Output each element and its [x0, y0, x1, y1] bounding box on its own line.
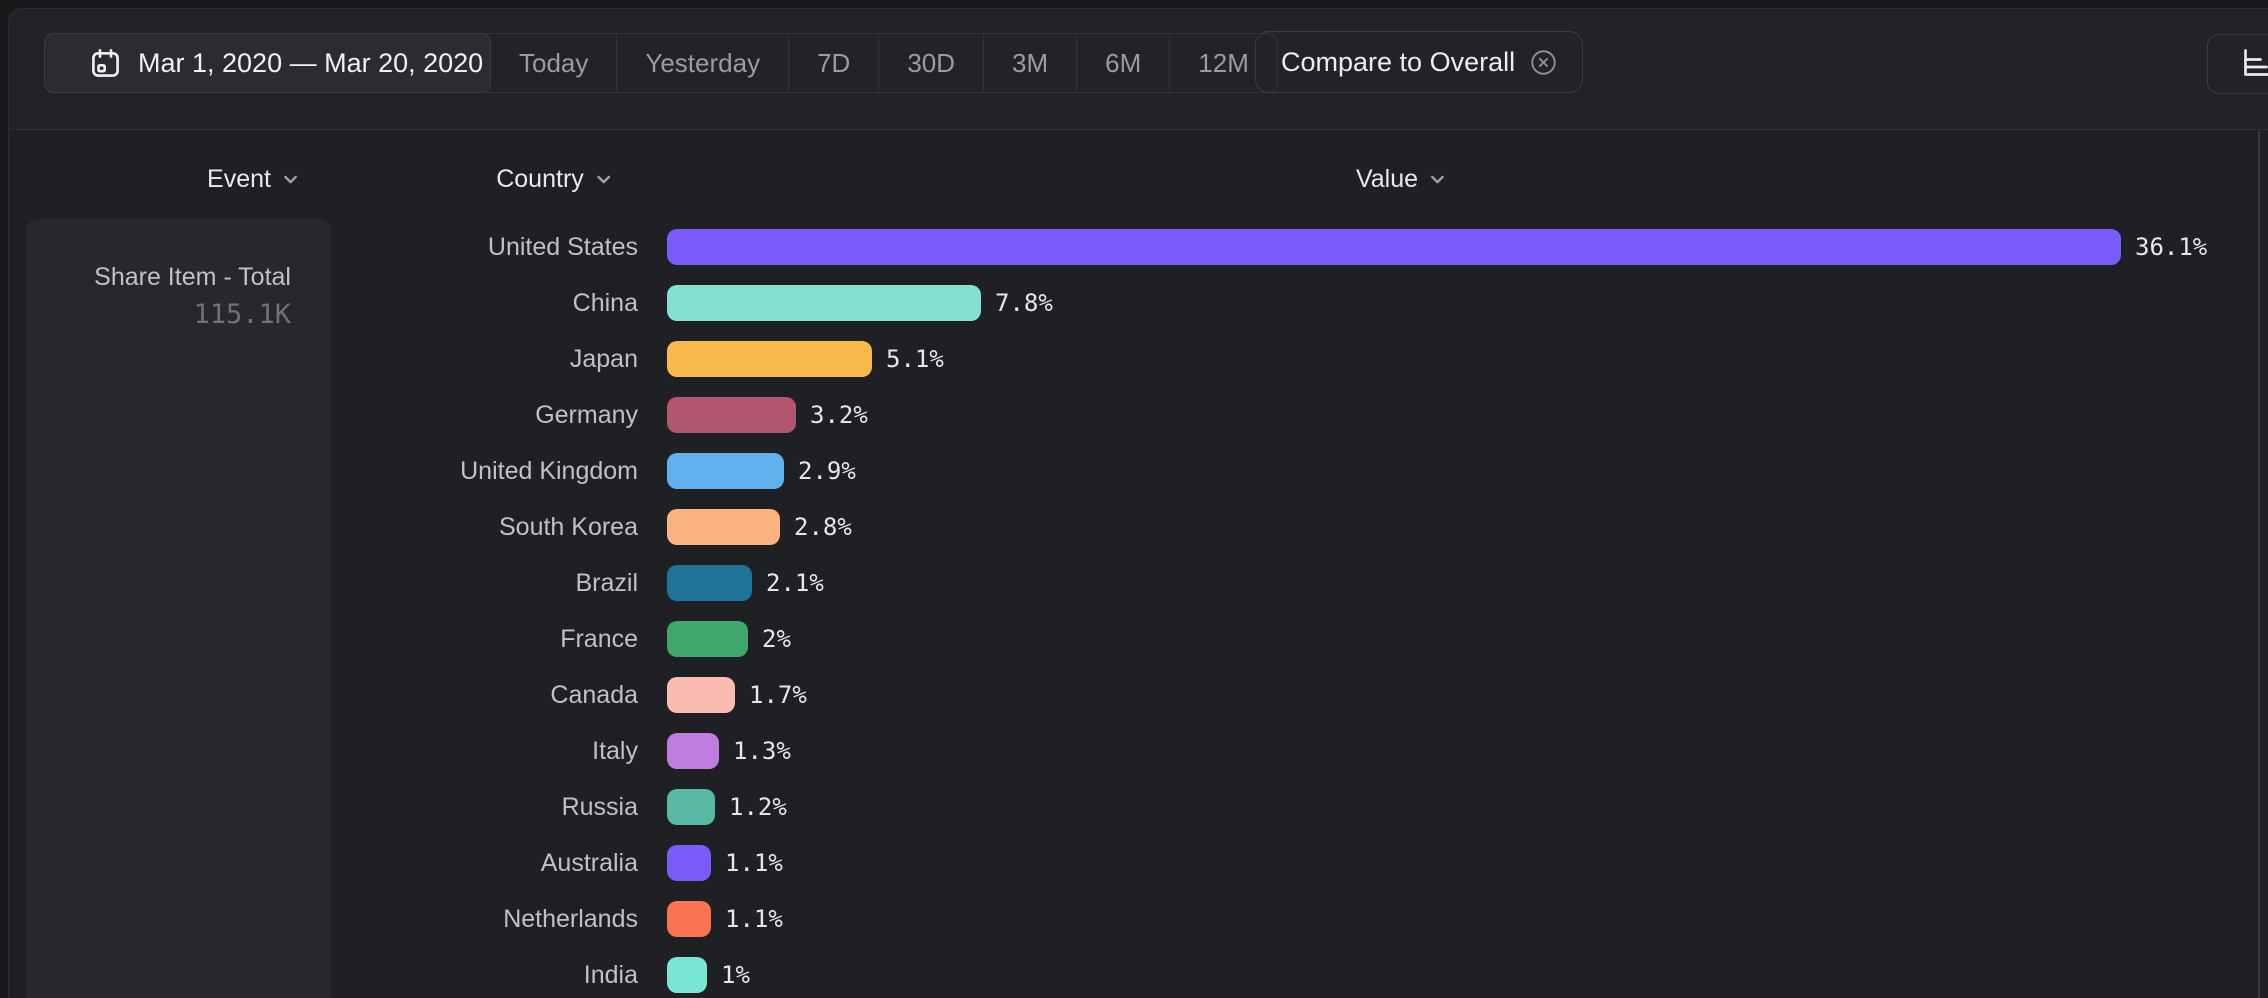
country-label: China [572, 289, 638, 317]
chart-row-italy: Italy 1.3% [9, 733, 2268, 769]
compare-to-overall-label: Compare to Overall [1281, 46, 1516, 77]
chart-row-germany: Germany 3.2% [9, 397, 2268, 433]
country-header-label: Country [496, 164, 584, 193]
bar-united-states[interactable] [667, 229, 2121, 265]
chart-row-russia: Russia 1.2% [9, 789, 2268, 825]
event-item-total: 115.1K [193, 299, 291, 330]
column-header-event[interactable]: Event [207, 159, 301, 199]
country-label: Japan [569, 345, 638, 373]
event-panel: Share Item - Total 115.1K [26, 219, 331, 998]
remove-compare-icon[interactable] [1530, 49, 1557, 76]
chart-row-netherlands: Netherlands 1.1% [9, 901, 2268, 937]
bar-chart: United States 36.1% China 7.8% Japan 5.1% Germ… [9, 9, 2268, 998]
value-label: 1.7% [749, 681, 807, 709]
value-header-label: Value [1355, 164, 1419, 193]
chart-row-australia: Australia 1.1% [9, 845, 2268, 881]
event-header-label: Event [207, 164, 271, 193]
value-label: 5.1% [886, 345, 944, 373]
country-label: Australia [540, 849, 638, 877]
chart-row-japan: Japan 5.1% [9, 341, 2268, 377]
value-label: 2% [762, 625, 791, 653]
bar-brazil[interactable] [667, 565, 752, 601]
bar-russia[interactable] [667, 789, 715, 825]
chevron-down-icon [593, 169, 614, 190]
chart-row-south-korea: South Korea 2.8% [9, 509, 2268, 545]
country-label: United States [487, 233, 638, 261]
chart-type-button[interactable] [2207, 34, 2268, 94]
bar-germany[interactable] [667, 397, 796, 433]
preset-button-30d[interactable]: 30D [879, 34, 985, 92]
value-label: 2.8% [794, 513, 852, 541]
bar-italy[interactable] [667, 733, 719, 769]
chart-row-brazil: Brazil 2.1% [9, 565, 2268, 601]
chart-row-china: China 7.8% [9, 285, 2268, 321]
preset-button-today[interactable]: Today [491, 34, 618, 92]
preset-button-7d[interactable]: 7D [789, 34, 880, 92]
event-item-name: Share Item - Total [94, 263, 291, 291]
bar-chart-icon [2238, 46, 2268, 82]
value-label: 7.8% [995, 289, 1053, 317]
toolbar: Mar 1, 2020 — Mar 20, 2020 Today Yesterda… [9, 9, 2268, 130]
chevron-down-icon [280, 169, 301, 190]
bar-united-kingdom[interactable] [667, 453, 784, 489]
bar-netherlands[interactable] [667, 901, 711, 937]
column-header-country[interactable]: Country [496, 159, 614, 199]
bar-india[interactable] [667, 957, 707, 993]
chart-row-canada: Canada 1.7% [9, 677, 2268, 713]
value-label: 1.2% [729, 793, 787, 821]
value-label: 36.1% [2135, 233, 2208, 261]
calendar-icon [89, 47, 122, 80]
chart-row-france: France 2% [9, 621, 2268, 657]
value-label: 1.3% [733, 737, 791, 765]
chart-row-india: India 1% [9, 957, 2268, 993]
bar-france[interactable] [667, 621, 748, 657]
preset-button-yesterday[interactable]: Yesterday [617, 34, 790, 92]
section-divider [2258, 131, 2260, 998]
value-label: 3.2% [810, 401, 868, 429]
country-label: India [583, 961, 638, 989]
event-item[interactable]: Share Item - Total 115.1K [26, 219, 331, 335]
chevron-down-icon [1427, 169, 1448, 190]
country-label: Italy [592, 737, 638, 765]
bar-canada[interactable] [667, 677, 735, 713]
country-label: Netherlands [503, 905, 638, 933]
column-header-value[interactable]: Value [1356, 159, 1448, 199]
bar-south-korea[interactable] [667, 509, 780, 545]
bar-australia[interactable] [667, 845, 711, 881]
report-card: Mar 1, 2020 — Mar 20, 2020 Today Yesterda… [8, 8, 2268, 998]
country-label: Canada [550, 681, 638, 709]
date-range-button[interactable]: Mar 1, 2020 — Mar 20, 2020 [44, 33, 491, 93]
bar-china[interactable] [667, 285, 981, 321]
chart-row-united-states: United States 36.1% [9, 229, 2268, 265]
value-label: 2.9% [798, 457, 856, 485]
date-preset-group: Mar 1, 2020 — Mar 20, 2020 Today Yesterda… [44, 33, 1278, 93]
preset-button-3m[interactable]: 3M [984, 34, 1078, 92]
chart-row-united-kingdom: United Kingdom 2.9% [9, 453, 2268, 489]
country-label: Germany [535, 401, 638, 429]
country-label: France [560, 625, 638, 653]
value-label: 1.1% [725, 905, 783, 933]
country-label: Brazil [575, 569, 638, 597]
country-label: Russia [561, 793, 638, 821]
compare-to-overall-button[interactable]: Compare to Overall [1255, 31, 1584, 93]
country-label: South Korea [499, 513, 638, 541]
value-label: 2.1% [766, 569, 824, 597]
bar-japan[interactable] [667, 341, 872, 377]
preset-button-12m[interactable]: 12M [1170, 34, 1277, 92]
country-label: United Kingdom [460, 457, 638, 485]
value-label: 1.1% [725, 849, 783, 877]
date-range-label: Mar 1, 2020 — Mar 20, 2020 [138, 47, 484, 78]
value-label: 1% [721, 961, 750, 989]
preset-button-6m[interactable]: 6M [1077, 34, 1171, 92]
